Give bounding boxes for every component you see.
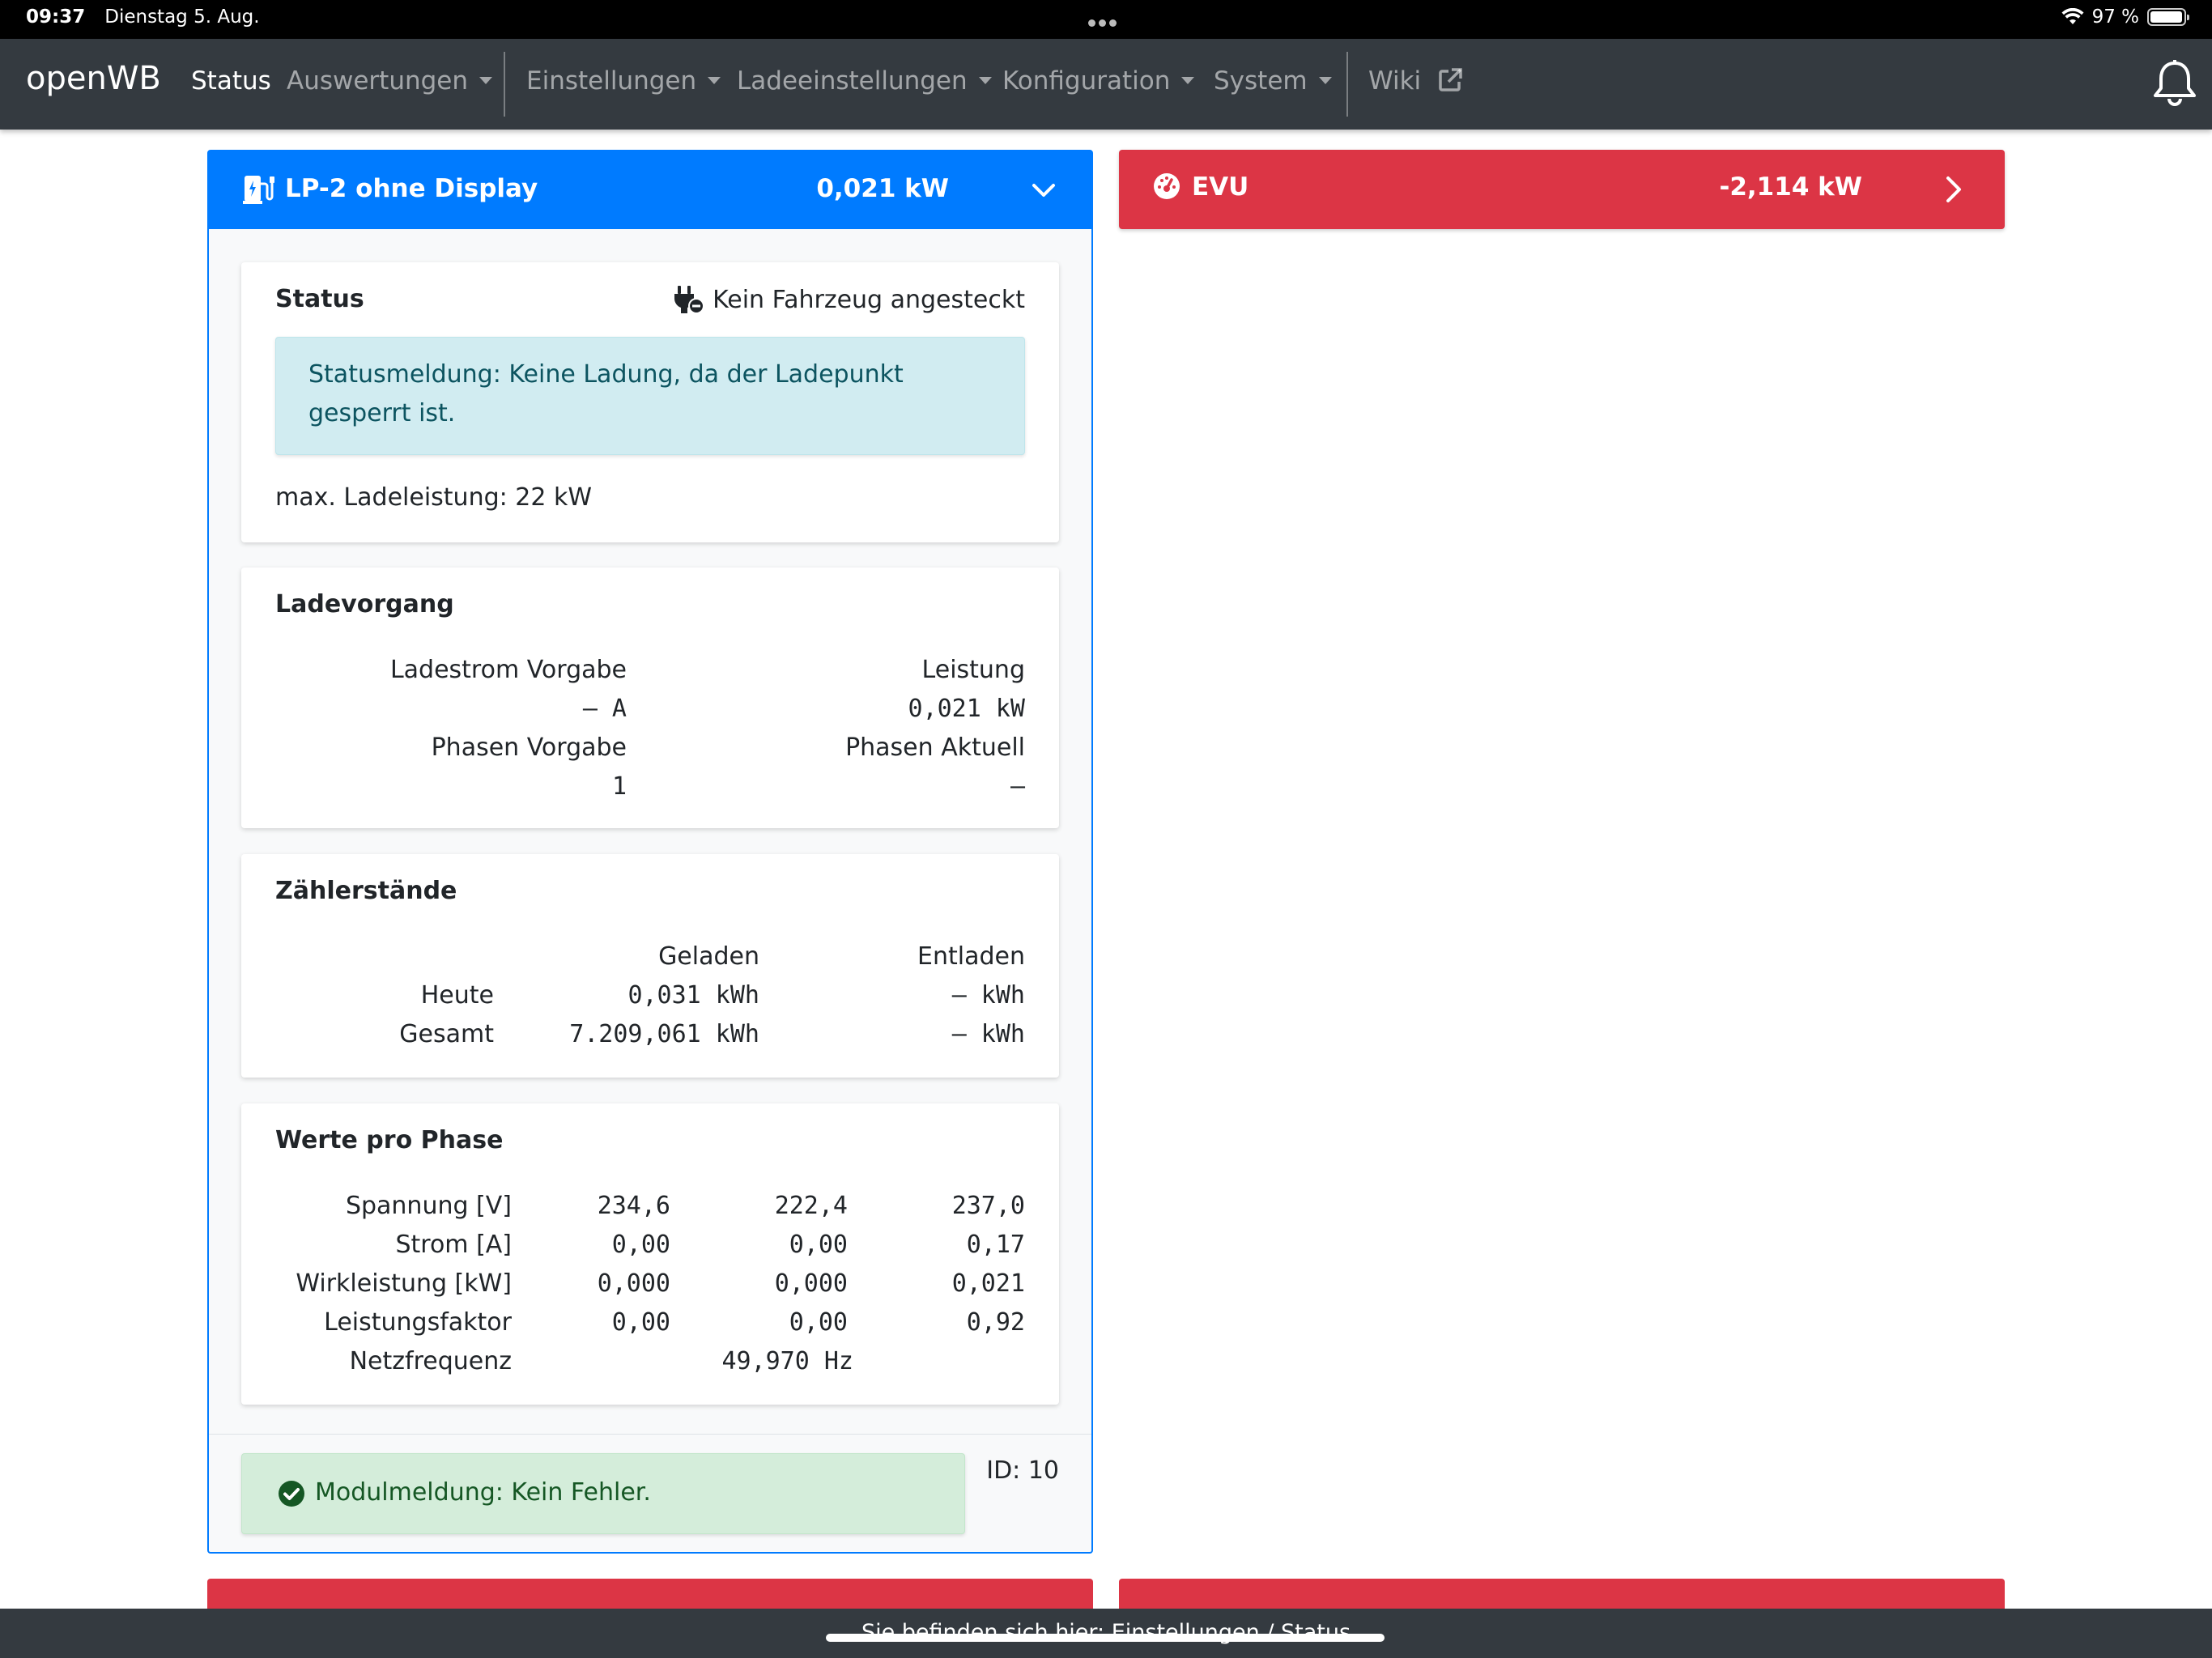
row-label-netzfrequenz: Netzfrequenz [349,1347,512,1375]
evu-header[interactable]: EVU -2,114 kW [1119,150,2005,229]
werte-pro-phase-card: Werte pro Phase Spannung [V] 234,6 222,4… [241,1103,1059,1405]
leistungsfaktor-l1: 0,00 [611,1308,670,1337]
phasen-aktuell-value: – [1010,772,1025,801]
main-navbar: openWB Status Auswertungen Einstellungen… [0,39,2212,130]
chargepoint-power: 0,021 kW [816,174,949,203]
caret-down-icon [479,77,493,84]
wirkleistung-l2: 0,000 [774,1269,848,1298]
row-label-strom: Strom [A] [395,1231,512,1259]
caret-down-icon [1318,77,1332,84]
battery-icon [2147,8,2189,26]
gauge-icon [1154,173,1180,199]
row-label-spannung: Spannung [V] [345,1192,512,1220]
system-indicators: 97 % [2061,6,2189,28]
nav-wiki-link[interactable]: Wiki [1368,66,1463,96]
breadcrumb-bar: Sie befinden sich hier: Einstellungen / … [0,1609,2212,1658]
gesamt-geladen: 7.209,061 kWh [569,1020,759,1048]
nav-ladeeinstellungen[interactable]: Ladeeinstellungen [737,66,992,96]
wirkleistung-l3: 0,021 [951,1269,1025,1298]
bell-icon[interactable] [2150,58,2199,108]
col-entladen: Entladen [917,942,1025,971]
phasen-vorgabe-value: 1 [611,772,627,801]
status-card-title: Status [275,285,364,313]
caret-down-icon [978,77,992,84]
ladestrom-label: Ladestrom Vorgabe [389,656,627,684]
caret-down-icon [708,77,721,84]
leistungsfaktor-l3: 0,92 [966,1308,1025,1337]
leistung-value: 0,021 kW [908,695,1026,723]
row-label-leistungsfaktor: Leistungsfaktor [324,1308,512,1337]
leistungsfaktor-l2: 0,00 [789,1308,848,1337]
brand-logo[interactable]: openWB [26,60,161,97]
strom-l3: 0,17 [966,1231,1025,1259]
phasen-aktuell-label: Phasen Aktuell [845,733,1025,762]
multitasking-dots-icon[interactable] [1088,15,1124,27]
row-label-wirkleistung: Wirkleistung [kW] [296,1269,512,1298]
status-card: Status Kein Fahrzeug angesteckt Statusme… [241,262,1059,542]
card-footer-divider [209,1434,1091,1435]
nav-divider [504,52,505,117]
wirkleistung-l1: 0,000 [597,1269,670,1298]
strom-l2: 0,00 [789,1231,848,1259]
chargepoint-card-lp2: LP-2 ohne Display 0,021 kW Status Kein F… [207,150,1093,1554]
spannung-l3: 237,0 [951,1192,1025,1220]
nav-system[interactable]: System [1214,66,1332,96]
home-indicator[interactable] [826,1634,1385,1642]
zaehler-title: Zählerstände [275,877,457,905]
row-label-heute: Heute [420,981,494,1010]
evu-card[interactable]: EVU -2,114 kW [1119,150,2005,229]
phasen-vorgabe-label: Phasen Vorgabe [431,733,627,762]
module-message-alert: Modulmeldung: Kein Fehler. [241,1453,965,1534]
check-circle-icon [279,1481,304,1507]
vehicle-state: Kein Fahrzeug angesteckt [672,285,1025,314]
max-charge-power: max. Ladeleistung: 22 kW [275,483,593,512]
nav-auswertungen[interactable]: Auswertungen [287,66,493,96]
charging-station-icon [243,176,274,204]
evu-title: EVU [1192,172,1249,202]
status-message-alert: Statusmeldung: Keine Ladung, da der Lade… [275,337,1025,455]
system-status-bar: 09:37 Dienstag 5. Aug. 97 % [0,0,2212,39]
heute-geladen: 0,031 kWh [627,981,759,1010]
gesamt-entladen: – kWh [951,1020,1025,1048]
external-link-icon [1439,67,1462,91]
ladestrom-value: – A [582,695,627,723]
nav-einstellungen[interactable]: Einstellungen [526,66,721,96]
chevron-down-icon[interactable] [1032,182,1056,198]
battery-percent: 97 % [2091,6,2139,28]
netzfrequenz-value: 49,970 Hz [721,1347,853,1375]
spannung-l1: 234,6 [597,1192,670,1220]
ladevorgang-title: Ladevorgang [275,590,454,619]
chargepoint-title: LP-2 ohne Display [285,174,538,203]
nav-divider [1346,52,1348,117]
heute-entladen: – kWh [951,981,1025,1010]
phase-title: Werte pro Phase [275,1126,504,1154]
chevron-right-icon[interactable] [1945,176,1963,203]
chargepoint-header[interactable]: LP-2 ohne Display 0,021 kW [209,151,1091,229]
strom-l1: 0,00 [611,1231,670,1259]
caret-down-icon [1181,77,1195,84]
row-label-gesamt: Gesamt [399,1020,494,1048]
chargepoint-id: ID: 10 [986,1456,1059,1485]
nav-status[interactable]: Status [191,66,271,96]
nav-konfiguration[interactable]: Konfiguration [1002,66,1195,96]
plug-disconnected-icon [674,286,705,314]
clock: 09:37 Dienstag 5. Aug. [26,6,260,28]
evu-power: -2,114 kW [1719,172,1862,202]
zaehlerstaende-card: Zählerstände Geladen Entladen Heute 0,03… [241,854,1059,1078]
ladevorgang-card: Ladevorgang Ladestrom Vorgabe – A Leistu… [241,568,1059,828]
spannung-l2: 222,4 [774,1192,848,1220]
leistung-label: Leistung [921,656,1025,684]
col-geladen: Geladen [658,942,759,971]
wifi-icon [2061,8,2084,24]
